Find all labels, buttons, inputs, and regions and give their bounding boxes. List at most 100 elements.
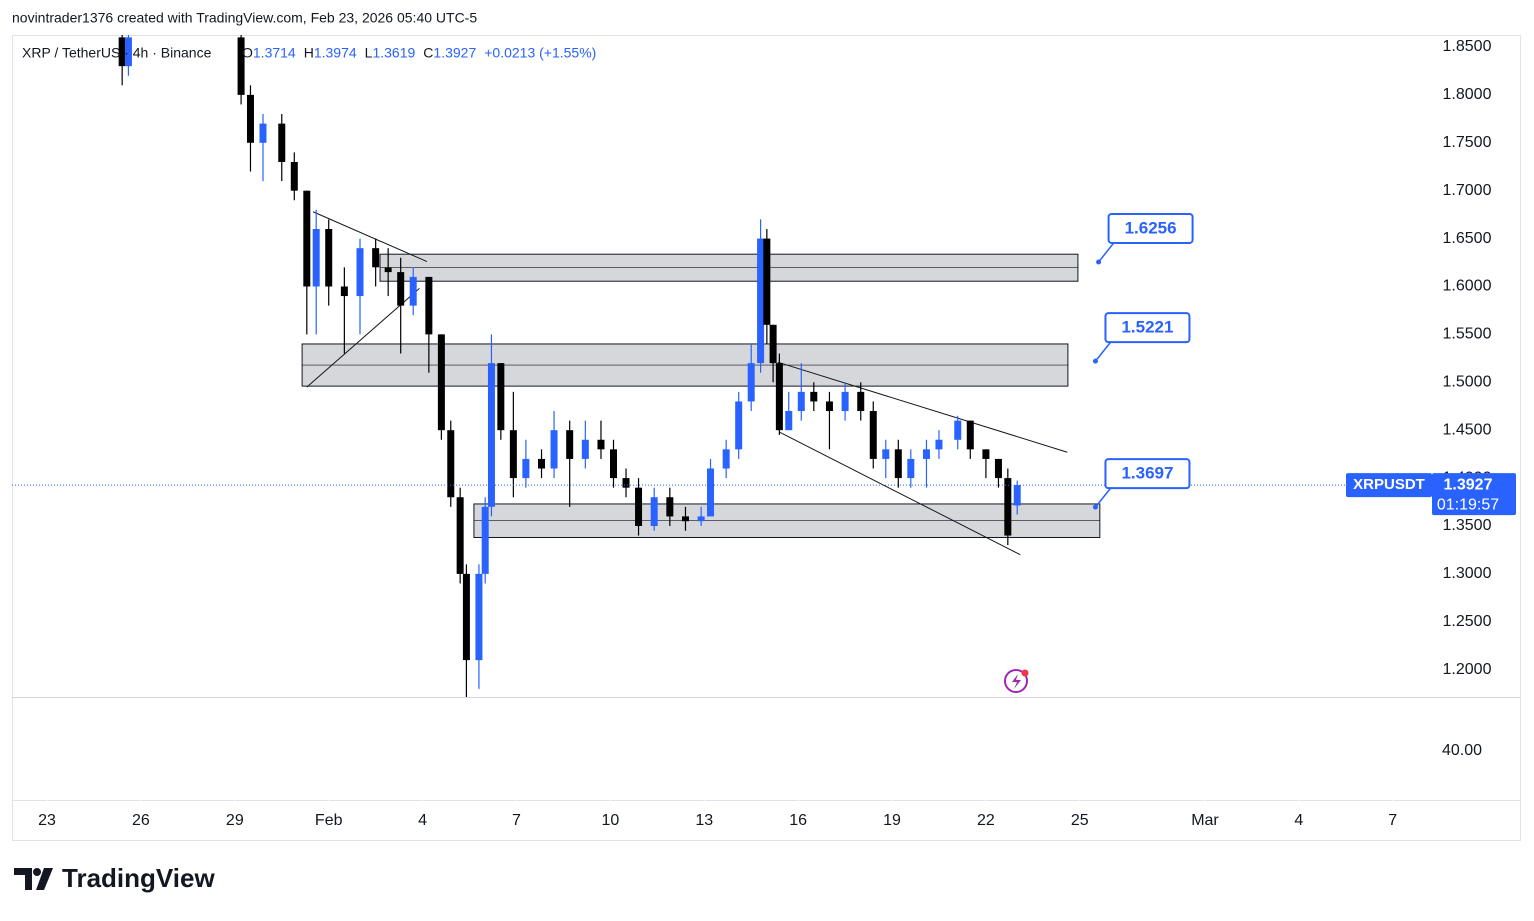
candle-body [1004,478,1012,536]
candle-body [325,229,333,287]
x-tick-label: 22 [977,812,995,829]
lightning-icon [1004,669,1029,693]
ohlc-value: 1.3619 [372,45,415,61]
y-tick-label: 1.2000 [1443,661,1492,678]
candle-body [785,411,793,431]
x-tick-label: 23 [38,812,56,829]
callout-pointer [1094,486,1113,508]
candle-body [124,37,132,67]
callout-anchor [1092,358,1098,364]
candle-body [769,324,777,364]
callout-label: 1.5221 [1121,318,1173,337]
candle-body [1013,485,1021,506]
candle-body [747,363,755,402]
x-tick-label: 25 [1071,812,1089,829]
overlay: 1.20001.25001.30001.35001.40001.45001.50… [12,38,1516,829]
candle-body [882,449,890,459]
callout-anchor [1096,259,1102,265]
candle-body [397,272,405,306]
x-tick-label: 7 [1388,812,1397,829]
change: +0.0213 (+1.55%) [484,45,596,61]
candle-body [722,449,730,469]
candle-body [757,238,765,364]
candle-body [857,391,865,412]
x-tick-label: 4 [418,812,427,829]
y-tick-label: 1.6000 [1443,278,1492,295]
y-tick-label: 1.5000 [1443,374,1492,391]
candle-body [246,94,254,143]
logo: TradingView [14,863,215,893]
candle-body [922,449,930,459]
candle-body [290,161,298,191]
brand: TradingView [62,863,215,893]
candle-body [522,458,530,479]
ohlc-value: 1.3714 [253,45,296,61]
y-tick-label: 1.3000 [1443,565,1492,582]
candle-body [481,506,489,574]
chart-frame [12,35,1521,841]
y-tick-label: 1.7500 [1443,134,1492,151]
x-tick-label: 4 [1294,812,1303,829]
candle-body [697,516,705,522]
candle-body [497,363,505,431]
x-tick-label: 29 [226,812,244,829]
candle-body [810,391,818,402]
candle-body [259,123,267,143]
price-timer: 01:19:57 [1437,496,1499,513]
candle-body [118,37,126,67]
ohlc-value: 1.3927 [433,45,476,61]
candle-body [509,430,517,479]
ohlc-label: H [304,45,314,61]
candle-body [312,229,320,287]
candle-body [825,401,833,412]
x-tick-label: 13 [695,812,713,829]
callout-box [1104,458,1191,490]
candle-body [666,497,674,517]
candle-body [775,363,783,431]
candle-body [681,516,689,522]
candle-body [372,248,380,268]
x-tick-label: 26 [132,812,150,829]
y-tick-label: 1.8500 [1443,38,1492,55]
candle-body [356,248,364,297]
y-tick-label: 1.2500 [1443,613,1492,630]
candle-body [384,267,392,273]
trendline [777,361,1068,453]
callout-pointer [1094,340,1113,362]
symbol: XRP / TetherUS · 4h · Binance [22,45,212,61]
callout-label: 1.6256 [1125,218,1177,237]
candle-body [566,430,574,459]
candle-body [462,573,470,661]
candle-body [797,391,805,412]
candle-body [610,449,618,479]
candle-body [237,37,245,95]
candle-body [475,573,483,661]
candle-body [907,458,915,479]
symbol-tag-box [1346,473,1432,498]
price-tag: 1.3927 [1444,476,1493,493]
candle-body [581,439,589,459]
y-tick-label: 1.6500 [1443,230,1492,247]
candle-body [538,458,546,469]
candle-body [550,430,558,469]
y-tick-label: 1.7000 [1443,182,1492,199]
trendline [312,211,428,263]
callout-label: 1.3697 [1121,464,1173,483]
candle-body [763,238,771,325]
callout-box [1104,312,1191,344]
ohlc-label: C [423,45,433,61]
candle-body [487,363,495,507]
ohlc-value: 1.3974 [314,45,357,61]
candle-body [437,334,445,431]
price-tag-box [1432,473,1516,516]
candle-body [597,439,605,450]
ohlc-label: L [365,45,373,61]
x-tick-label: 16 [789,812,807,829]
callout-anchor [1092,504,1098,510]
x-tick-label: Mar [1191,812,1219,829]
plot [118,35,1101,697]
candle-body [650,497,658,526]
callout-box [1107,212,1194,244]
candle-body [994,458,1002,479]
